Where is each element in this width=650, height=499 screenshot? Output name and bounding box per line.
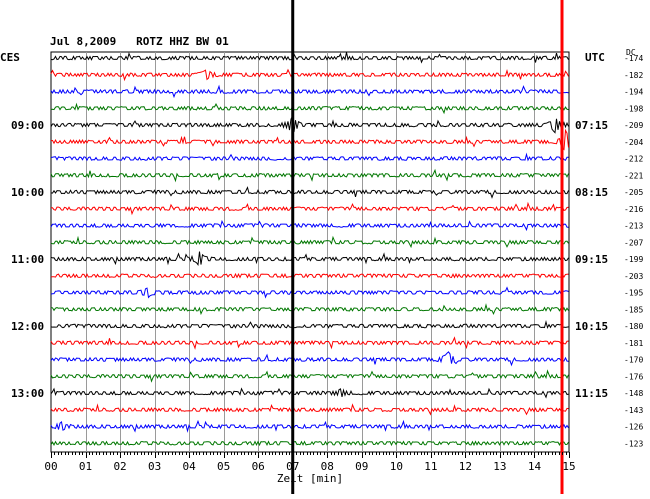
left-hour-label: 12:00 — [11, 320, 44, 333]
seismic-trace-20 — [50, 387, 569, 399]
dc-offset-label: -170 — [624, 356, 643, 365]
seismic-trace-16 — [50, 319, 569, 329]
x-tick-label-11: 11 — [424, 460, 437, 473]
seismic-trace-11 — [50, 235, 569, 249]
dc-offset-label: -126 — [624, 423, 643, 432]
x-tick-label-09: 09 — [355, 460, 368, 473]
vertical-markers — [291, 0, 564, 494]
dc-offset-label: -198 — [624, 104, 643, 113]
seismic-trace-19 — [50, 369, 569, 383]
seismic-trace-1 — [50, 68, 569, 82]
right-hour-label: 07:15 — [575, 119, 608, 132]
dc-offset-label: -212 — [624, 155, 643, 164]
dc-offset-label: -181 — [624, 339, 643, 348]
seismic-trace-5 — [50, 128, 569, 151]
left-hour-label: 09:00 — [11, 119, 44, 132]
chart-title: Jul 8,2009 ROTZ HHZ BW 01 — [50, 35, 229, 48]
seismic-trace-6 — [50, 152, 569, 162]
dc-offset-label: -203 — [624, 272, 643, 281]
seismic-trace-7 — [50, 168, 569, 183]
x-tick-label-13: 13 — [493, 460, 506, 473]
dc-offset-label: -194 — [624, 88, 643, 97]
x-axis: 00 01 02 03 04 05 06 07 08 09 10 11 12 13 14 15 — [44, 452, 576, 473]
x-tick-label-02: 02 — [113, 460, 126, 473]
right-hour-labels: 07:15 08:15 09:15 10:15 11:15 — [575, 119, 608, 400]
seismic-trace-22 — [50, 419, 569, 433]
dc-offset-label: -207 — [624, 238, 643, 247]
grid — [50, 51, 570, 453]
right-timezone-label: UTC — [585, 51, 605, 64]
dc-offset-label: -204 — [624, 138, 643, 147]
seismic-trace-18 — [50, 351, 569, 367]
seismic-trace-21 — [50, 403, 569, 416]
left-hour-label: 10:00 — [11, 186, 44, 199]
x-tick-label-07: 07 — [286, 460, 299, 473]
left-hour-labels: 09:00 10:00 11:00 12:00 13:00 — [11, 119, 44, 400]
seismic-trace-12 — [50, 251, 569, 267]
x-axis-label: Zeit [min] — [277, 472, 343, 485]
right-hour-label: 10:15 — [575, 320, 608, 333]
dc-offset-label: -216 — [624, 205, 643, 214]
x-tick-label-06: 06 — [252, 460, 265, 473]
dc-offset-label: -205 — [624, 188, 643, 197]
x-tick-label-05: 05 — [217, 460, 230, 473]
x-tick-label-01: 01 — [79, 460, 92, 473]
seismic-trace-4 — [50, 114, 569, 134]
seismic-trace-10 — [50, 219, 569, 232]
seismic-trace-2 — [50, 84, 569, 99]
dc-offset-label: -185 — [624, 305, 643, 314]
traces — [50, 52, 569, 447]
dc-offset-label: -182 — [624, 71, 643, 80]
dc-label: DC — [626, 48, 636, 57]
seismic-trace-0 — [50, 52, 569, 64]
seismic-trace-8 — [50, 186, 569, 199]
dc-offset-labels: -174 -182 -194 -198 -209 -204 -212 -221 -205 -216… — [624, 54, 643, 448]
left-timezone-label: CES — [0, 51, 20, 64]
seismic-trace-17 — [50, 336, 569, 350]
x-tick-label-10: 10 — [390, 460, 403, 473]
x-tick-label-12: 12 — [459, 460, 472, 473]
dc-offset-label: -176 — [624, 372, 643, 381]
x-tick-label-08: 08 — [321, 460, 334, 473]
dc-offset-label: -213 — [624, 222, 643, 231]
dc-offset-label: -195 — [624, 289, 643, 298]
x-tick-label-14: 14 — [528, 460, 542, 473]
dc-offset-label: -180 — [624, 322, 643, 331]
x-tick-label-04: 04 — [183, 460, 197, 473]
dc-offset-label: -143 — [624, 406, 643, 415]
right-hour-label: 09:15 — [575, 253, 608, 266]
dc-offset-label: -221 — [624, 171, 643, 180]
left-hour-label: 13:00 — [11, 387, 44, 400]
x-tick-label-00: 00 — [44, 460, 57, 473]
seismic-trace-3 — [50, 102, 569, 115]
dc-offset-label: -209 — [624, 121, 643, 130]
right-hour-label: 08:15 — [575, 186, 608, 199]
dc-offset-label: -123 — [624, 439, 643, 448]
x-tick-label-03: 03 — [148, 460, 161, 473]
seismic-trace-13 — [50, 272, 569, 279]
right-hour-label: 11:15 — [575, 387, 608, 400]
seismic-trace-23 — [50, 440, 569, 447]
dc-offset-label: -199 — [624, 255, 643, 264]
left-hour-label: 11:00 — [11, 253, 44, 266]
seismic-trace-14 — [50, 286, 569, 299]
dc-offset-label: -174 — [624, 54, 643, 63]
seismic-trace-9 — [51, 201, 569, 216]
x-tick-label-15: 15 — [562, 460, 575, 473]
dc-offset-label: -148 — [624, 389, 643, 398]
seismic-trace-15 — [50, 303, 569, 316]
